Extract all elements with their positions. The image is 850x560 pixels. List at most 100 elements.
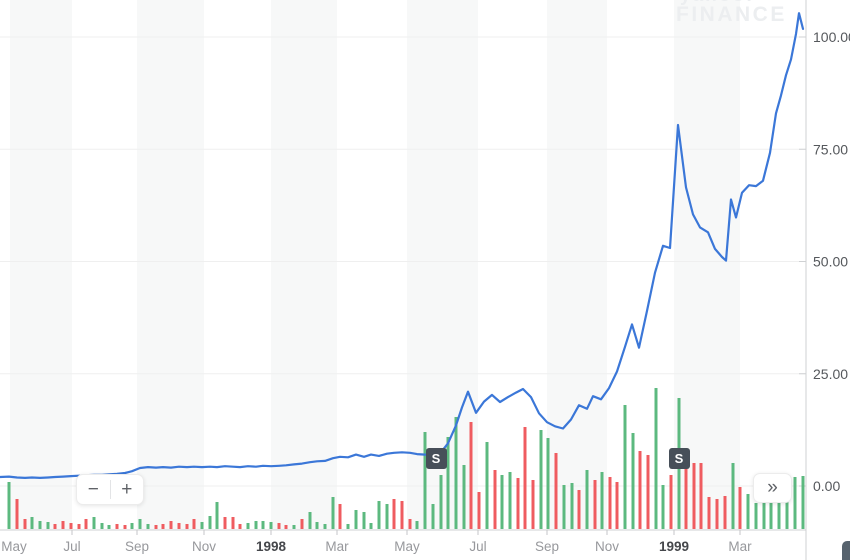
volume-bar: [315, 522, 319, 529]
volume-bar: [654, 388, 658, 529]
volume-bar: [631, 433, 635, 529]
month-shading-band: [407, 0, 478, 530]
x-axis-label: Jul: [63, 539, 80, 554]
y-axis-label: 100.00: [813, 29, 850, 45]
volume-bar: [762, 500, 766, 529]
volume-bar: [585, 470, 589, 529]
zoom-control-divider: [109, 480, 111, 499]
volume-bar: [38, 521, 42, 529]
y-axis-label: 50.00: [813, 254, 848, 270]
month-shading-band: [10, 0, 72, 530]
x-axis-label: Nov: [595, 539, 619, 554]
volume-bar: [369, 523, 373, 529]
volume-bar: [261, 521, 265, 529]
volume-bar: [477, 492, 481, 529]
volume-bar: [439, 475, 443, 529]
volume-bar: [130, 523, 134, 529]
volume-bar: [715, 499, 719, 529]
volume-bar: [77, 524, 81, 529]
volume-bar: [731, 463, 735, 529]
x-axis-label: Sep: [125, 539, 149, 554]
scroll-forward-button[interactable]: »: [753, 473, 792, 503]
volume-bar: [554, 453, 558, 529]
volume-bar: [23, 519, 27, 529]
volume-bar: [423, 432, 427, 529]
volume-bar: [415, 521, 419, 529]
volume-bar: [684, 462, 688, 529]
volume-bar: [793, 477, 797, 529]
volume-bar: [738, 487, 742, 529]
volume-bar: [615, 482, 619, 529]
zoom-control: − +: [76, 474, 144, 505]
volume-bar: [246, 523, 250, 529]
volume-bar: [638, 451, 642, 529]
stock-split-marker-2[interactable]: S: [668, 448, 690, 469]
volume-bar: [107, 525, 111, 529]
volume-bar: [377, 501, 381, 529]
volume-bar: [801, 476, 805, 529]
volume-bar: [46, 522, 50, 529]
zoom-out-button[interactable]: −: [77, 475, 110, 504]
x-axis-label: Jul: [469, 539, 486, 554]
volume-bar: [354, 510, 358, 529]
month-shading-band: [137, 0, 204, 530]
volume-bar: [138, 519, 142, 529]
volume-bar: [254, 521, 258, 529]
volume-bar: [577, 490, 581, 529]
x-axis-label: Mar: [728, 539, 752, 554]
volume-bar: [331, 497, 335, 529]
volume-bar: [623, 405, 627, 529]
volume-bar: [300, 519, 304, 529]
volume-bar: [469, 422, 473, 529]
volume-bar: [431, 504, 435, 529]
volume-bar: [30, 517, 34, 529]
volume-bar: [123, 525, 127, 529]
volume-bar: [400, 501, 404, 529]
volume-bar: [485, 442, 489, 529]
volume-bar: [238, 524, 242, 529]
volume-bar: [100, 523, 104, 529]
volume-bar: [392, 499, 396, 529]
volume-bar: [723, 496, 727, 529]
volume-bar: [454, 417, 458, 529]
volume-bar: [500, 475, 504, 529]
zoom-in-button[interactable]: +: [111, 475, 144, 504]
volume-bar: [215, 502, 219, 529]
volume-bar: [692, 463, 696, 529]
volume-bar: [346, 524, 350, 529]
volume-bar: [69, 523, 73, 529]
volume-bar: [516, 478, 520, 529]
volume-bar: [661, 485, 665, 529]
volume-bar: [223, 517, 227, 529]
month-shading-band: [547, 0, 607, 530]
volume-bar: [562, 485, 566, 529]
volume-bar: [169, 521, 173, 529]
volume-bar: [292, 525, 296, 529]
volume-bar: [177, 523, 181, 529]
volume-bar: [508, 472, 512, 529]
volume-bar: [15, 499, 19, 529]
volume-bar: [161, 524, 165, 529]
stock-split-marker-1[interactable]: S: [425, 448, 447, 469]
volume-bar: [284, 525, 288, 529]
x-axis-label: 1999: [659, 539, 689, 554]
volume-bar: [769, 499, 773, 529]
volume-bar: [785, 497, 789, 529]
volume-bar: [92, 517, 96, 529]
volume-bar: [185, 524, 189, 529]
volume-bar: [338, 504, 342, 529]
volume-bar: [546, 438, 550, 529]
y-axis-label: 75.00: [813, 141, 848, 157]
y-axis-label: 0.00: [813, 478, 840, 494]
volume-bar: [531, 480, 535, 529]
volume-bar: [269, 522, 273, 529]
volume-bar: [231, 517, 235, 529]
x-axis-label: May: [1, 539, 27, 554]
volume-bar: [746, 494, 750, 529]
volume-bar: [777, 495, 781, 529]
volume-bar: [493, 470, 497, 529]
volume-bar: [154, 525, 158, 529]
corner-widget-fragment[interactable]: [842, 541, 850, 560]
